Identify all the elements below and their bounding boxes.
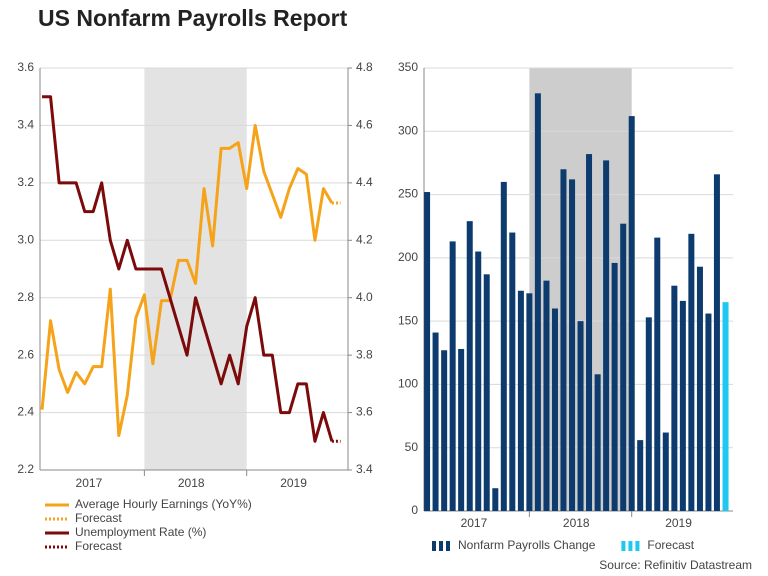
y-tick-label: 50 (405, 440, 419, 454)
bar (713, 174, 720, 511)
bar (543, 280, 550, 511)
legend-label: Forecast (75, 539, 122, 553)
source-note: Source: Refinitiv Datastream (599, 558, 752, 572)
y2-tick-label: 4.8 (356, 60, 373, 74)
y-tick-label: 3.2 (17, 175, 34, 189)
y-tick-label: 2.8 (17, 290, 34, 304)
bar (475, 251, 482, 511)
page-title: US Nonfarm Payrolls Report (38, 5, 348, 31)
bar (620, 223, 627, 511)
legend-label: Unemployment Rate (%) (75, 525, 206, 539)
bar (492, 488, 499, 511)
x-tick-label: 2019 (665, 516, 692, 530)
legend-swatch (621, 541, 626, 551)
bar (654, 237, 661, 511)
y-tick-label: 100 (398, 377, 418, 391)
bar (500, 181, 507, 511)
bar (424, 192, 431, 512)
bar (560, 169, 567, 511)
bar (449, 241, 456, 511)
bar (645, 317, 652, 511)
bar (534, 93, 541, 512)
x-tick-label: 2018 (178, 476, 205, 490)
bar (611, 262, 618, 511)
y-tick-label: 200 (398, 250, 418, 264)
legend-label: Forecast (75, 511, 122, 525)
y2-tick-label: 4.4 (356, 175, 373, 189)
bar (586, 154, 593, 511)
bar (722, 302, 729, 511)
bar (517, 290, 524, 511)
y-tick-label: 350 (398, 60, 418, 74)
legend-label: Nonfarm Payrolls Change (458, 538, 596, 552)
legend-swatch (446, 541, 450, 551)
bar (594, 374, 601, 511)
bar (688, 233, 695, 511)
y-tick-label: 300 (398, 123, 418, 137)
y-tick-label: 0 (411, 503, 418, 517)
legend-label: Average Hourly Earnings (YoY%) (75, 497, 252, 511)
bar (603, 160, 610, 511)
x-tick-label: 2018 (563, 516, 590, 530)
bar (441, 350, 448, 511)
x-tick-label: 2017 (461, 516, 488, 530)
bar (551, 308, 558, 511)
legend-swatch (628, 541, 633, 551)
bar (458, 348, 465, 511)
bar (526, 293, 533, 511)
x-tick-label: 2019 (280, 476, 307, 490)
bar (679, 300, 686, 511)
bar (662, 432, 669, 511)
bar (671, 285, 678, 511)
y-tick-label: 3.6 (17, 60, 34, 74)
legend-swatch (439, 541, 443, 551)
bar (628, 116, 635, 512)
y2-tick-label: 4.2 (356, 232, 373, 246)
bar (483, 274, 490, 511)
y-tick-label: 3.4 (17, 118, 34, 132)
y2-tick-label: 4.6 (356, 118, 373, 132)
bar (577, 321, 584, 511)
bar (696, 266, 703, 511)
bar (569, 179, 576, 511)
bar (466, 221, 473, 511)
bar (509, 232, 516, 512)
y-tick-label: 2.4 (17, 405, 34, 419)
bar (432, 332, 439, 511)
y-tick-label: 150 (398, 313, 418, 327)
y-tick-label: 2.2 (17, 462, 34, 476)
line-series (40, 123, 334, 438)
legend-swatch (432, 541, 436, 551)
bar (637, 440, 644, 511)
y2-tick-label: 3.6 (356, 405, 373, 419)
bar (705, 313, 712, 511)
y2-tick-label: 3.4 (356, 462, 373, 476)
x-tick-label: 2017 (76, 476, 103, 490)
y2-tick-label: 4.0 (356, 290, 373, 304)
legend-swatch (635, 541, 640, 551)
legend-label: Forecast (647, 538, 694, 552)
y2-tick-label: 3.8 (356, 347, 373, 361)
y-tick-label: 250 (398, 187, 418, 201)
y-tick-label: 2.6 (17, 347, 34, 361)
line-series (42, 95, 334, 443)
y-tick-label: 3.0 (17, 232, 34, 246)
